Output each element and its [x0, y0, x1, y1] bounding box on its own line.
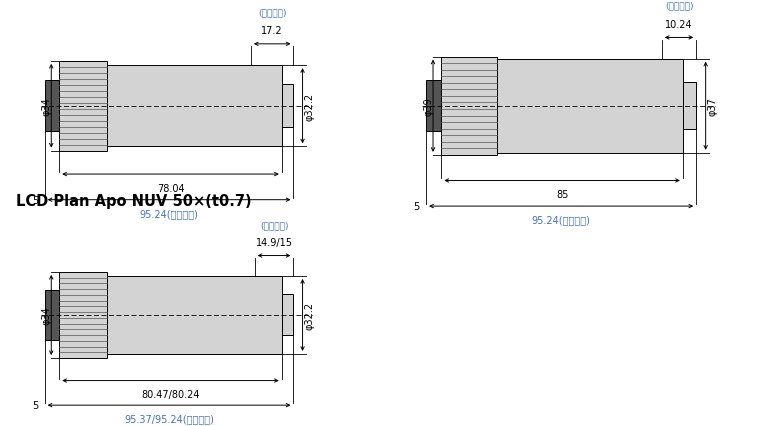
Text: φ32.2: φ32.2	[304, 301, 314, 329]
Text: 95.24(齐焦距離): 95.24(齐焦距離)	[140, 209, 199, 219]
Bar	[426, 81, 442, 132]
Text: 5: 5	[32, 195, 38, 205]
Text: φ34: φ34	[42, 306, 52, 325]
Text: 78.04: 78.04	[157, 183, 185, 193]
Text: 80.47/80.24: 80.47/80.24	[141, 389, 199, 399]
Text: φ37: φ37	[708, 97, 718, 116]
Bar	[282, 295, 293, 336]
Text: 95.37/95.24(齐焦距離): 95.37/95.24(齐焦距離)	[124, 413, 214, 423]
Bar	[282, 85, 293, 128]
Text: 85: 85	[556, 190, 568, 199]
Bar	[45, 291, 59, 340]
Text: 10.24: 10.24	[665, 20, 693, 30]
Bar	[442, 58, 497, 155]
Text: (工作距离): (工作距离)	[258, 8, 286, 17]
Bar	[497, 60, 683, 153]
Text: LCD Plan Apo NUV 50×(t0.7): LCD Plan Apo NUV 50×(t0.7)	[16, 194, 251, 209]
Bar	[59, 62, 107, 151]
Bar	[59, 272, 107, 358]
Text: 95.24(齐焦距離): 95.24(齐焦距離)	[532, 215, 591, 225]
Text: φ39: φ39	[424, 97, 434, 116]
Bar	[107, 66, 282, 147]
Bar	[45, 81, 59, 132]
Bar	[107, 276, 282, 354]
Text: (工作距离): (工作距离)	[260, 220, 289, 229]
Text: 5: 5	[32, 400, 38, 410]
Text: φ34: φ34	[42, 97, 52, 116]
Text: 14.9/15: 14.9/15	[255, 238, 293, 248]
Text: (工作距离): (工作距离)	[665, 2, 693, 11]
Bar	[683, 83, 696, 130]
Text: 17.2: 17.2	[262, 26, 283, 36]
Text: φ32.2: φ32.2	[304, 92, 314, 121]
Text: 5: 5	[413, 201, 419, 212]
